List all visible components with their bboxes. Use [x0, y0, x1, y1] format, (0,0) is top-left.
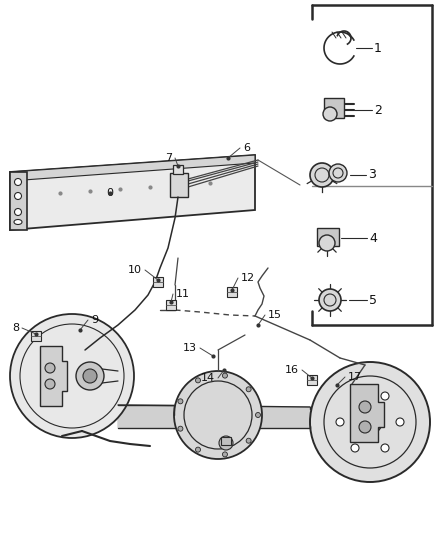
Text: 5: 5: [369, 294, 377, 306]
Circle shape: [255, 413, 261, 417]
Circle shape: [381, 444, 389, 452]
Circle shape: [359, 401, 371, 413]
Circle shape: [223, 452, 227, 457]
Circle shape: [246, 387, 251, 392]
Text: 2: 2: [374, 103, 382, 117]
Polygon shape: [10, 172, 27, 230]
Circle shape: [83, 369, 97, 383]
Text: 0: 0: [106, 188, 113, 198]
Circle shape: [14, 192, 21, 199]
Circle shape: [359, 421, 371, 433]
Text: 1: 1: [374, 42, 382, 54]
Circle shape: [246, 438, 251, 443]
Circle shape: [174, 371, 262, 459]
Circle shape: [223, 373, 227, 378]
Text: 12: 12: [241, 273, 255, 283]
Bar: [166, 300, 176, 310]
Text: 7: 7: [165, 153, 172, 163]
Text: 16: 16: [285, 365, 299, 375]
Polygon shape: [102, 369, 118, 383]
Bar: [307, 375, 317, 385]
Bar: [31, 331, 41, 341]
Bar: [324, 98, 344, 118]
Polygon shape: [10, 155, 255, 230]
Circle shape: [45, 379, 55, 389]
Text: 4: 4: [369, 231, 377, 245]
Polygon shape: [350, 384, 384, 442]
Circle shape: [10, 314, 134, 438]
Circle shape: [195, 378, 201, 383]
Circle shape: [310, 163, 334, 187]
Bar: [317, 228, 339, 246]
Bar: [153, 277, 163, 287]
Bar: [227, 287, 237, 297]
Ellipse shape: [14, 220, 22, 224]
Circle shape: [323, 107, 337, 121]
Text: 17: 17: [348, 372, 362, 382]
Text: 13: 13: [183, 343, 197, 353]
Polygon shape: [118, 405, 310, 428]
Text: 10: 10: [128, 265, 142, 275]
Text: 11: 11: [176, 289, 190, 299]
Circle shape: [14, 208, 21, 215]
Bar: [221, 437, 231, 445]
Text: 6: 6: [243, 143, 250, 153]
Circle shape: [351, 444, 359, 452]
Circle shape: [319, 289, 341, 311]
Circle shape: [195, 447, 201, 452]
Circle shape: [319, 235, 335, 251]
Circle shape: [310, 362, 430, 482]
Text: 9: 9: [91, 315, 98, 325]
Circle shape: [329, 164, 347, 182]
Text: 3: 3: [368, 168, 376, 182]
Circle shape: [219, 436, 233, 450]
Bar: [173, 165, 183, 174]
Text: 8: 8: [12, 323, 19, 333]
Text: 15: 15: [268, 310, 282, 320]
Circle shape: [381, 392, 389, 400]
Circle shape: [14, 179, 21, 185]
Circle shape: [351, 392, 359, 400]
Text: 14: 14: [201, 373, 215, 383]
Circle shape: [178, 399, 183, 404]
Bar: [170, 173, 188, 197]
Circle shape: [336, 418, 344, 426]
Circle shape: [396, 418, 404, 426]
Circle shape: [45, 363, 55, 373]
Polygon shape: [40, 346, 67, 406]
Circle shape: [76, 362, 104, 390]
Polygon shape: [10, 155, 255, 181]
Circle shape: [178, 426, 183, 431]
Circle shape: [358, 410, 382, 434]
